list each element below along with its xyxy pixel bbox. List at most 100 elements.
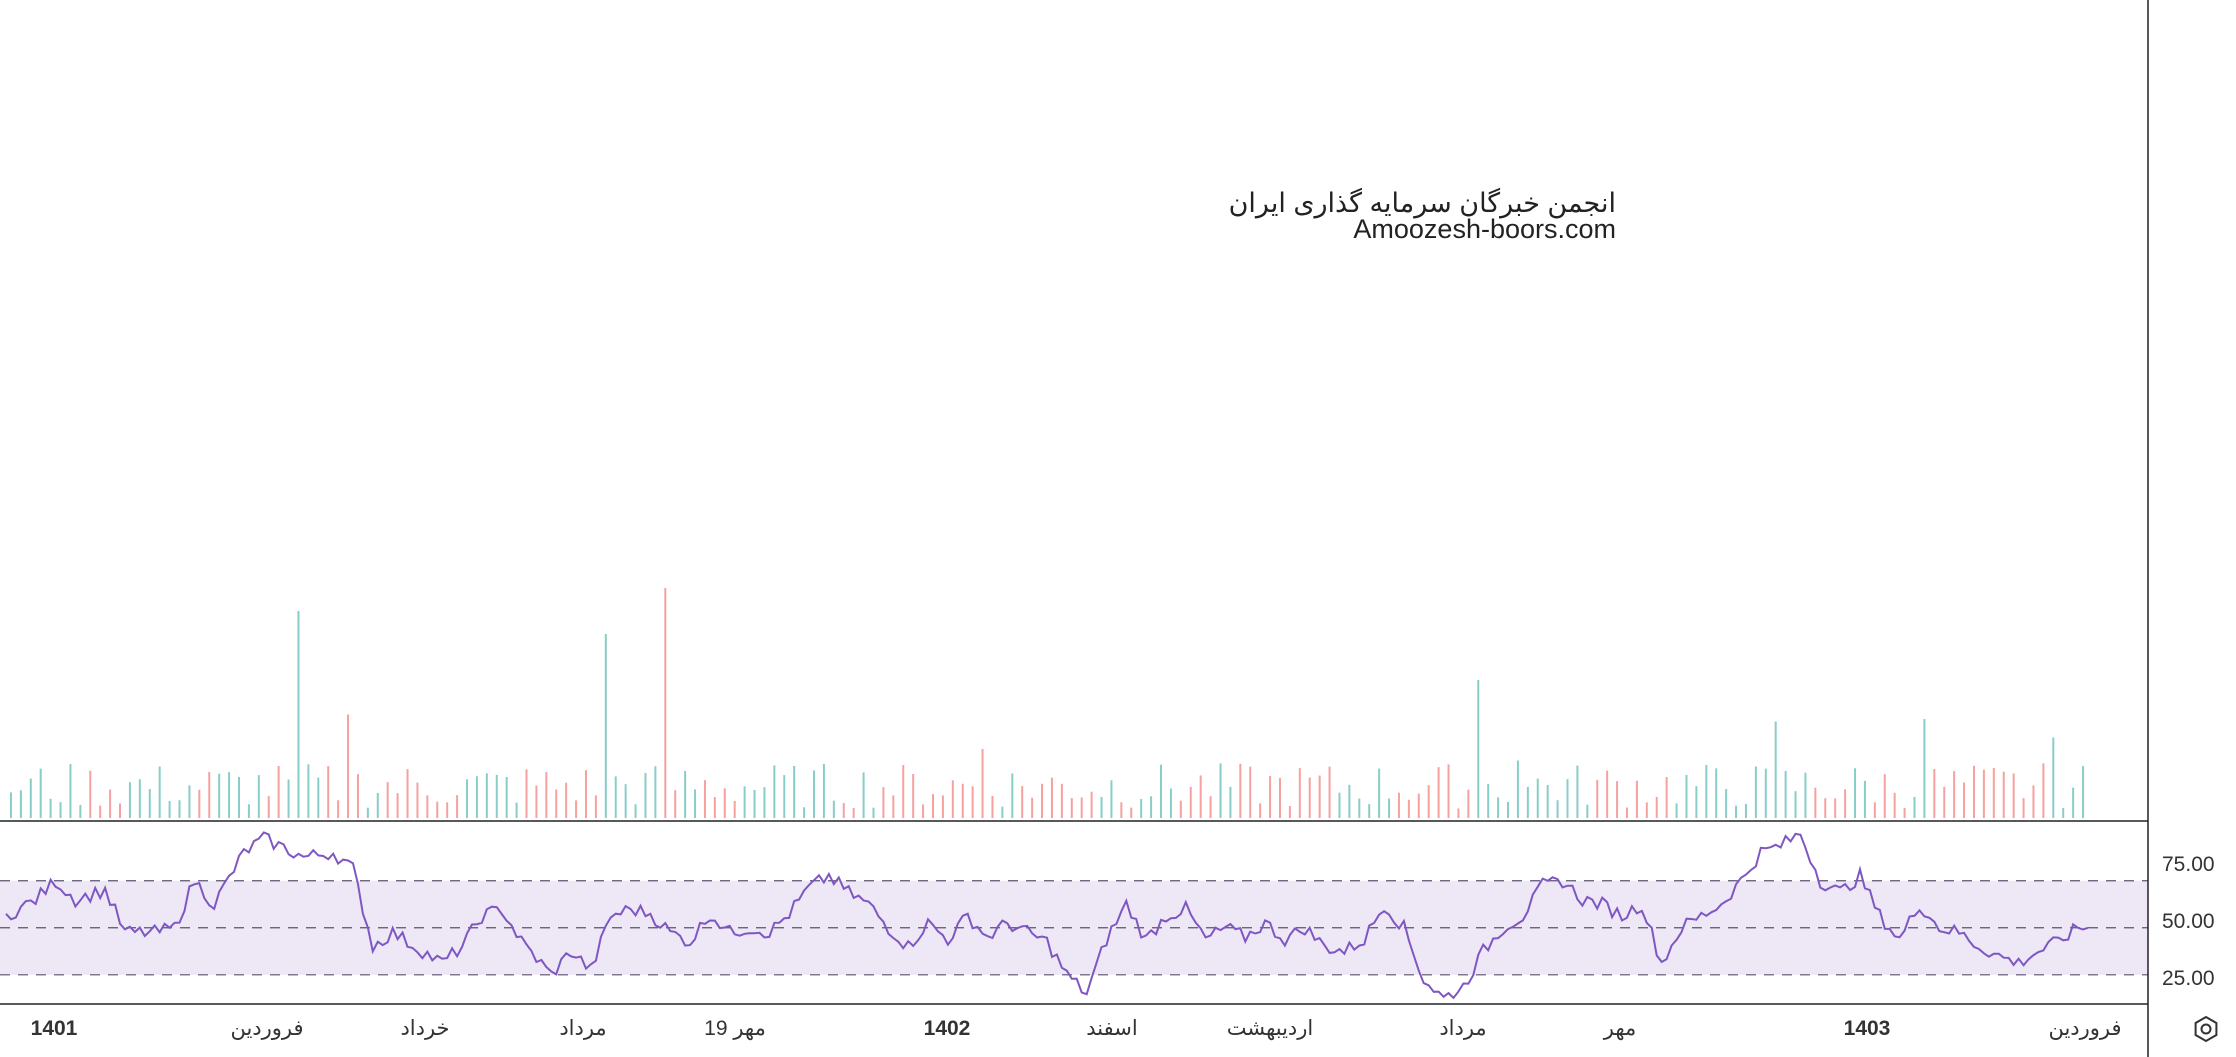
volume-bar — [1923, 719, 1926, 818]
volume-bar — [912, 774, 915, 818]
volume-bar — [218, 773, 221, 818]
volume-bar — [1100, 796, 1103, 818]
volume-bar — [525, 769, 528, 818]
chart-settings-button[interactable] — [2186, 1009, 2226, 1049]
volume-bar — [327, 766, 330, 818]
volume-bar — [892, 795, 895, 818]
volume-bar — [753, 789, 756, 818]
volume-bar — [49, 798, 52, 818]
volume-bar — [634, 804, 637, 818]
volume-bar — [852, 808, 855, 818]
volume-bar — [515, 802, 518, 818]
time-label: خرداد — [400, 1017, 449, 1040]
volume-bar — [783, 775, 786, 818]
volume-bar — [2012, 773, 2015, 818]
volume-bar — [1625, 807, 1628, 818]
volume-bar — [208, 771, 211, 818]
time-label: فروردین — [230, 1017, 303, 1040]
volume-bar — [931, 794, 934, 818]
volume-bar — [1873, 802, 1876, 818]
volume-bar — [1824, 798, 1827, 818]
volume-bar — [961, 783, 964, 818]
volume-bar — [495, 774, 498, 818]
volume-bar — [1288, 806, 1291, 818]
volume-bar — [237, 776, 240, 818]
volume-bar — [862, 772, 865, 818]
volume-bar — [803, 807, 806, 818]
volume-bar — [1427, 785, 1430, 818]
volume-bar — [2072, 787, 2075, 818]
volume-bar — [39, 768, 42, 818]
volume-bar — [1794, 791, 1797, 818]
volume-bar — [1278, 777, 1281, 818]
volume-bar — [1001, 806, 1004, 818]
volume-bar — [1963, 782, 1966, 818]
volume-bar — [1021, 786, 1024, 818]
volume-bar — [1239, 763, 1242, 818]
volume-bar — [703, 780, 706, 818]
volume-bar — [1744, 804, 1747, 818]
volume-bar — [713, 797, 716, 818]
volume-bar — [2032, 785, 2035, 818]
volume-bar — [1774, 721, 1777, 818]
volume-bar — [1219, 763, 1222, 818]
volume-bar — [654, 766, 657, 818]
volume-bar — [743, 786, 746, 818]
volume-bar — [872, 807, 875, 818]
volume-bar — [565, 782, 568, 818]
volume-bar — [1764, 768, 1767, 818]
volume-bar — [1368, 804, 1371, 818]
volume-bar — [1189, 786, 1192, 818]
volume-bar — [1953, 771, 1956, 818]
volume-bar — [1715, 768, 1718, 818]
volume-bar — [426, 795, 429, 818]
volume-bar — [991, 795, 994, 818]
volume-bar — [1348, 784, 1351, 818]
volume-bar — [1269, 776, 1272, 818]
volume-bar — [1576, 765, 1579, 818]
volume-bar — [1754, 766, 1757, 818]
volume-bar — [267, 796, 270, 818]
volume-bar — [624, 784, 627, 818]
volume-bar — [981, 749, 984, 818]
volume-bar — [1487, 783, 1490, 818]
volume-bar — [2022, 798, 2025, 818]
volume-bar — [1050, 777, 1053, 818]
volume-bar — [1378, 768, 1381, 818]
volume-bar — [1834, 798, 1837, 818]
volume-bar — [247, 804, 250, 818]
volume-bar — [317, 777, 320, 818]
volume-bar — [1090, 791, 1093, 818]
volume-bar — [158, 766, 161, 818]
rsi-tick-label: 25.00 — [2162, 967, 2215, 990]
volume-bar — [1199, 775, 1202, 818]
volume-bar — [1318, 775, 1321, 818]
volume-bar — [128, 782, 131, 818]
volume-bar — [1606, 770, 1609, 818]
volume-bar — [763, 787, 766, 818]
volume-bar — [584, 770, 587, 818]
volume-bar — [644, 772, 647, 818]
volume-bar — [773, 765, 776, 818]
time-label: اسفند — [1086, 1017, 1137, 1040]
volume-bar — [475, 776, 478, 818]
volume-bar — [505, 776, 508, 818]
volume-bar — [416, 782, 419, 818]
volume-bar — [922, 804, 925, 818]
rsi-line — [5, 831, 2089, 1000]
volume-bar — [1893, 792, 1896, 818]
volume-bar — [1298, 768, 1301, 818]
rsi-axis-ticks: 75.00 50.00 25.00 — [2162, 853, 2215, 990]
volume-bar — [1863, 780, 1866, 818]
volume-bar — [842, 803, 845, 818]
volume-bar — [1972, 765, 1975, 818]
volume-bar — [674, 790, 677, 818]
volume-bar — [1179, 800, 1182, 818]
volume-bar — [456, 795, 459, 818]
volume-bar — [466, 779, 469, 818]
volume-bar — [59, 802, 62, 818]
volume-bar — [1616, 781, 1619, 818]
volume-bar — [1665, 777, 1668, 818]
volume-bar — [664, 588, 667, 818]
